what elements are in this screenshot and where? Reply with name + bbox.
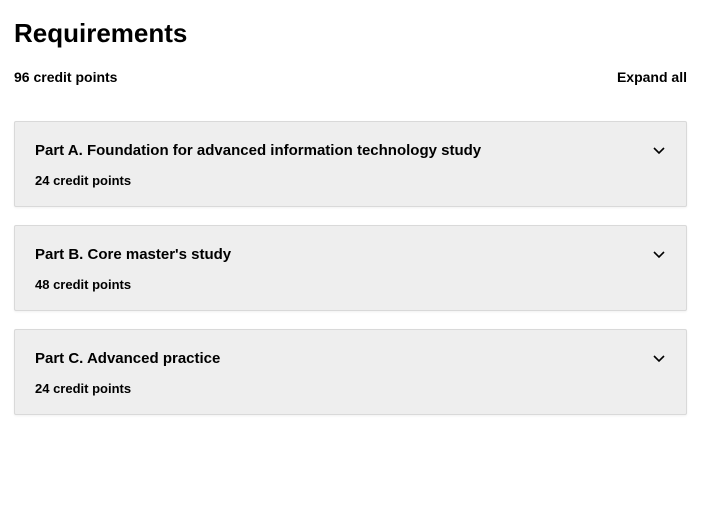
panel-credits: 48 credit points (35, 277, 666, 292)
panel-part-b[interactable]: Part B. Core master's study 48 credit po… (14, 225, 687, 311)
panel-title: Part A. Foundation for advanced informat… (35, 142, 481, 159)
chevron-down-icon (652, 144, 666, 158)
panel-header: Part B. Core master's study (35, 246, 666, 263)
panel-credits: 24 credit points (35, 381, 666, 396)
panels-container: Part A. Foundation for advanced informat… (14, 121, 687, 415)
panel-title: Part B. Core master's study (35, 246, 231, 263)
panel-header: Part A. Foundation for advanced informat… (35, 142, 666, 159)
chevron-down-icon (652, 248, 666, 262)
panel-credits: 24 credit points (35, 173, 666, 188)
panel-part-a[interactable]: Part A. Foundation for advanced informat… (14, 121, 687, 207)
page-title: Requirements (14, 18, 687, 49)
subheader-row: 96 credit points Expand all (14, 69, 687, 85)
total-credit-points: 96 credit points (14, 69, 117, 85)
panel-title: Part C. Advanced practice (35, 350, 220, 367)
chevron-down-icon (652, 352, 666, 366)
panel-part-c[interactable]: Part C. Advanced practice 24 credit poin… (14, 329, 687, 415)
expand-all-button[interactable]: Expand all (617, 69, 687, 85)
panel-header: Part C. Advanced practice (35, 350, 666, 367)
